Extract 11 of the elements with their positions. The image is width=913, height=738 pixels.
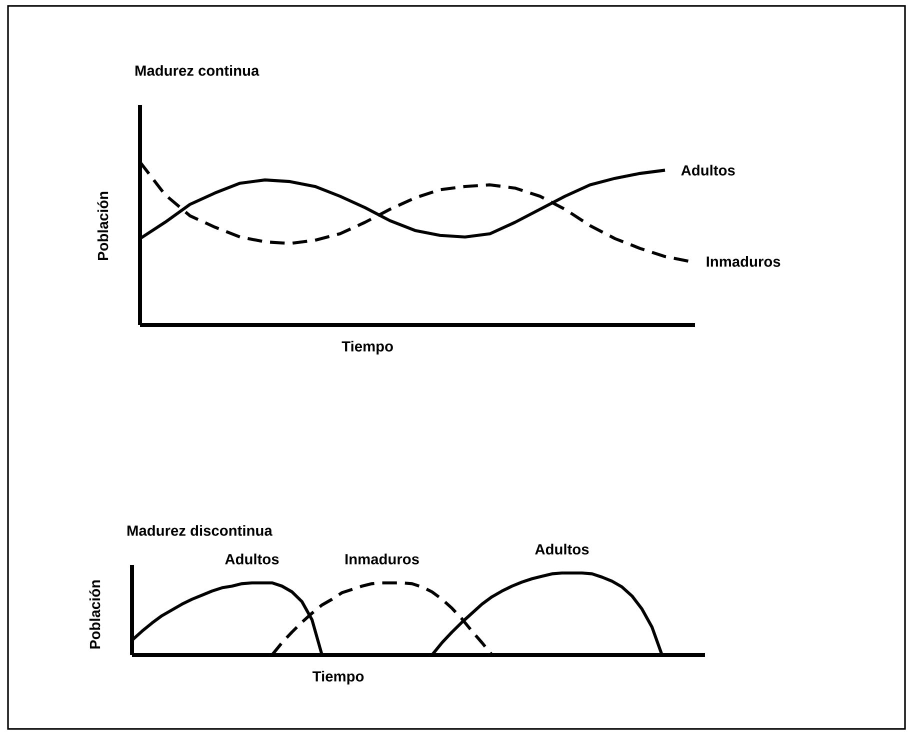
x-axis-title: Tiempo: [342, 340, 393, 354]
series-label: Adultos: [681, 164, 735, 176]
series-label: Inmaduros: [706, 256, 780, 267]
y-axis-title: Población: [97, 192, 108, 260]
series-label: Adultos: [225, 554, 279, 564]
series-label: Inmaduros: [346, 554, 419, 564]
y-axis-title: Población: [89, 580, 100, 649]
x-axis-title: Tiempo: [312, 670, 364, 684]
chart-title: Madurez continua: [135, 65, 260, 76]
series-label: Adultos: [535, 544, 589, 555]
chart-title: Madurez discontinua: [127, 525, 272, 536]
